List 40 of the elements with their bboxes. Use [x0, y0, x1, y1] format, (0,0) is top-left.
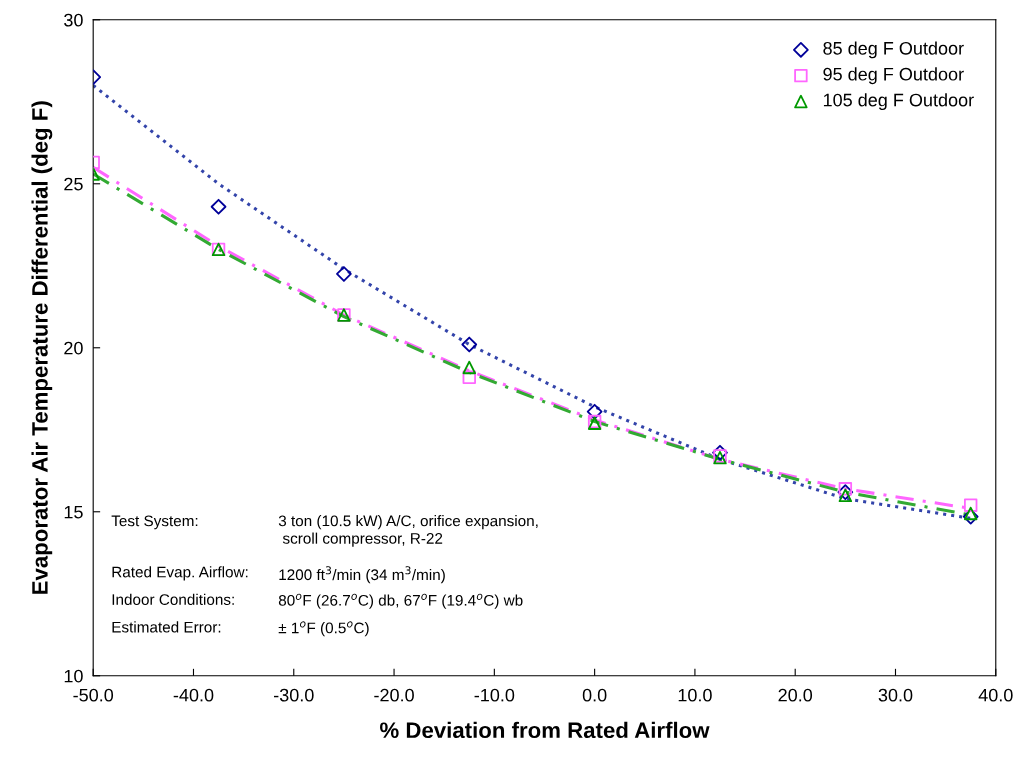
- annotation: 3 ton (10.5 kW) A/C, orifice expansion, scroll compressor, R-22: [278, 515, 538, 547]
- point: [837, 484, 854, 500]
- point: [963, 498, 978, 512]
- legend-label: 95 deg F Outdoor: [823, 67, 964, 85]
- x-tick-label: 20.0: [778, 688, 813, 702]
- x-tick-label: -30.0: [274, 688, 314, 702]
- x-tick-label: 40.0: [978, 688, 1013, 702]
- x-tick-label: -10.0: [474, 688, 515, 702]
- point: [712, 444, 728, 461]
- x-tick-label: -40.0: [173, 688, 214, 702]
- x-tick-label: -50.0: [73, 688, 114, 702]
- x-axis-title: % Deviation from Rated Airflow: [380, 721, 710, 739]
- point: [461, 336, 478, 353]
- annotation: Indoor Conditions:: [112, 593, 234, 605]
- point: [963, 506, 978, 521]
- annotation: Rated Evap. Airflow:: [112, 566, 248, 581]
- y-tick-label: 15: [64, 505, 83, 519]
- annotation: Test System:: [111, 515, 198, 530]
- y-tick-label: 20: [64, 341, 83, 355]
- y-tick-label: 25: [64, 177, 83, 191]
- y-tick-label: 10: [64, 669, 83, 683]
- point: [838, 488, 853, 503]
- point: [462, 370, 476, 385]
- legend-label: 85 deg F Outdoor: [823, 41, 964, 59]
- x-tick-label: 30.0: [878, 688, 913, 702]
- y-axis-title: Evaporator Air Temperature Differential (deg F): [31, 101, 53, 594]
- legend-label: 105 deg F Outdoor: [823, 93, 974, 110]
- point: [838, 482, 853, 496]
- point: [336, 266, 352, 282]
- text: 80$^{o}$F (26.7$^{o}$C) db, 67$^{o}$F (19.4$^{o}$C) wb: [278, 593, 523, 609]
- point: [586, 403, 603, 420]
- annotation: ± 1$^{o}$F (0.5$^{o}$C): [278, 621, 369, 637]
- x-tick-label: -20.0: [374, 688, 414, 702]
- x-tick-label: 0.0: [582, 688, 607, 702]
- annotation: Estimated Error:: [112, 621, 221, 633]
- x-tick-label: 10.0: [678, 688, 712, 702]
- point: [462, 360, 476, 375]
- y-tick-label: 30: [64, 13, 83, 27]
- annotation: 1200 ft$^{3}$/min (34 m$^{3}$/min): [279, 566, 445, 584]
- point: [210, 198, 227, 215]
